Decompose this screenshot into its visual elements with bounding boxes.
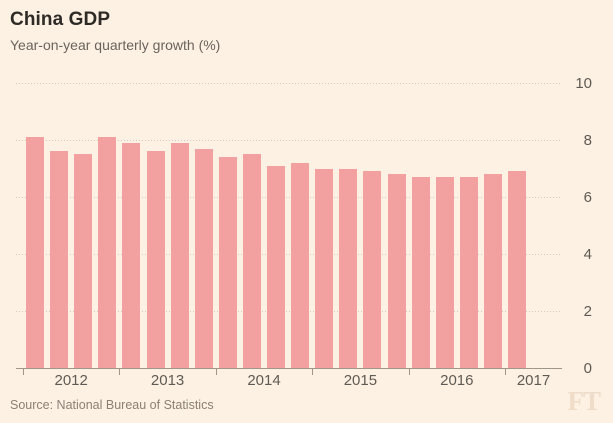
gridline [16,311,562,312]
bar [508,171,526,368]
x-axis-tick [505,369,506,375]
bar [363,171,382,368]
bar [459,177,478,368]
source-note: Source: National Bureau of Statistics [10,398,214,412]
bar [411,177,430,368]
x-axis-tick [119,369,121,375]
gridline [16,83,562,84]
x-axis-label: 2017 [516,372,551,389]
gridline [16,140,562,141]
y-axis-label: 2 [583,303,592,320]
bar [50,151,69,368]
bar [387,174,406,368]
bar [170,142,189,368]
bar [194,148,213,368]
bar [122,142,141,368]
bar [98,137,117,368]
x-axis-tick [215,369,217,375]
bar [146,151,165,368]
gridline [16,197,562,198]
y-axis-label: 4 [583,246,592,263]
bar [26,137,44,368]
y-axis-label: 0 [583,360,592,377]
x-axis-label: 2015 [343,372,378,389]
bar [315,168,334,368]
x-axis-label: 2013 [150,372,185,389]
x-axis-label: 2016 [440,372,474,389]
bar [242,154,261,368]
bar [435,177,454,368]
x-axis-line [16,368,562,369]
bar [291,162,310,368]
bar [483,174,502,368]
x-axis-label: 2014 [247,372,281,389]
ft-logo: FT [567,386,601,416]
x-axis-label: 2012 [54,372,88,389]
chart-subtitle: Year-on-year quarterly growth (%) [10,37,221,53]
bar [339,168,358,368]
x-axis-tick [23,369,24,375]
bar [74,154,93,368]
gridline [16,254,562,255]
bar [218,157,237,368]
y-axis-label: 6 [583,189,592,206]
x-axis-tick [408,369,410,375]
chart-title: China GDP [10,9,111,30]
y-axis-label: 8 [583,132,592,149]
x-axis-tick [312,369,314,375]
bar [267,165,285,368]
y-axis-label: 10 [575,75,592,92]
